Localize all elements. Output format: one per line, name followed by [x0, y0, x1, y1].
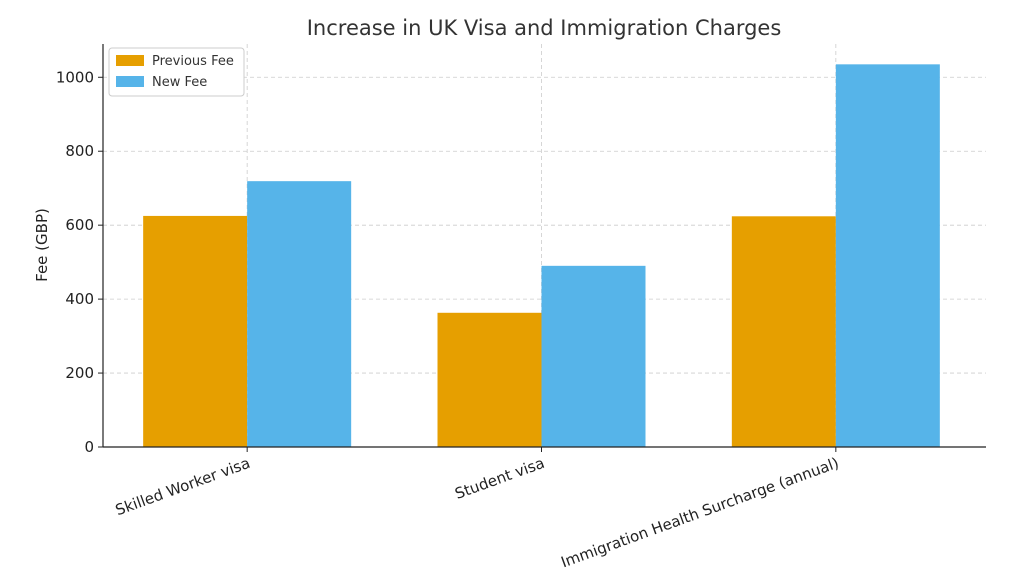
- chart-title: Increase in UK Visa and Immigration Char…: [307, 16, 782, 40]
- x-tick-label: Immigration Health Surcharge (annual): [559, 454, 842, 572]
- y-tick-label: 0: [84, 438, 94, 456]
- legend: Previous Fee New Fee: [108, 47, 245, 97]
- bar-previous-fee-0: [143, 215, 248, 447]
- y-axis-label: Fee (GBP): [33, 208, 51, 282]
- x-tick-label: Student visa: [452, 454, 546, 503]
- y-tick-label: 200: [65, 364, 94, 382]
- y-tick-label: 600: [65, 216, 94, 234]
- y-tick-label: 1000: [56, 68, 94, 86]
- legend-label: New Fee: [152, 75, 207, 90]
- bar-previous-fee-2: [731, 216, 836, 447]
- y-tick-label: 400: [65, 290, 94, 308]
- bar-new-fee-1: [541, 265, 646, 447]
- x-tick-label: Skilled Worker visa: [113, 454, 253, 519]
- bar-previous-fee-1: [437, 312, 542, 447]
- legend-swatch-previous-fee: [116, 55, 144, 66]
- y-tick-label: 800: [65, 142, 94, 160]
- bar-new-fee-2: [835, 64, 940, 447]
- bar-new-fee-0: [247, 181, 352, 447]
- legend-swatch-new-fee: [116, 76, 144, 87]
- bars: [143, 64, 940, 447]
- legend-label: Previous Fee: [152, 54, 234, 69]
